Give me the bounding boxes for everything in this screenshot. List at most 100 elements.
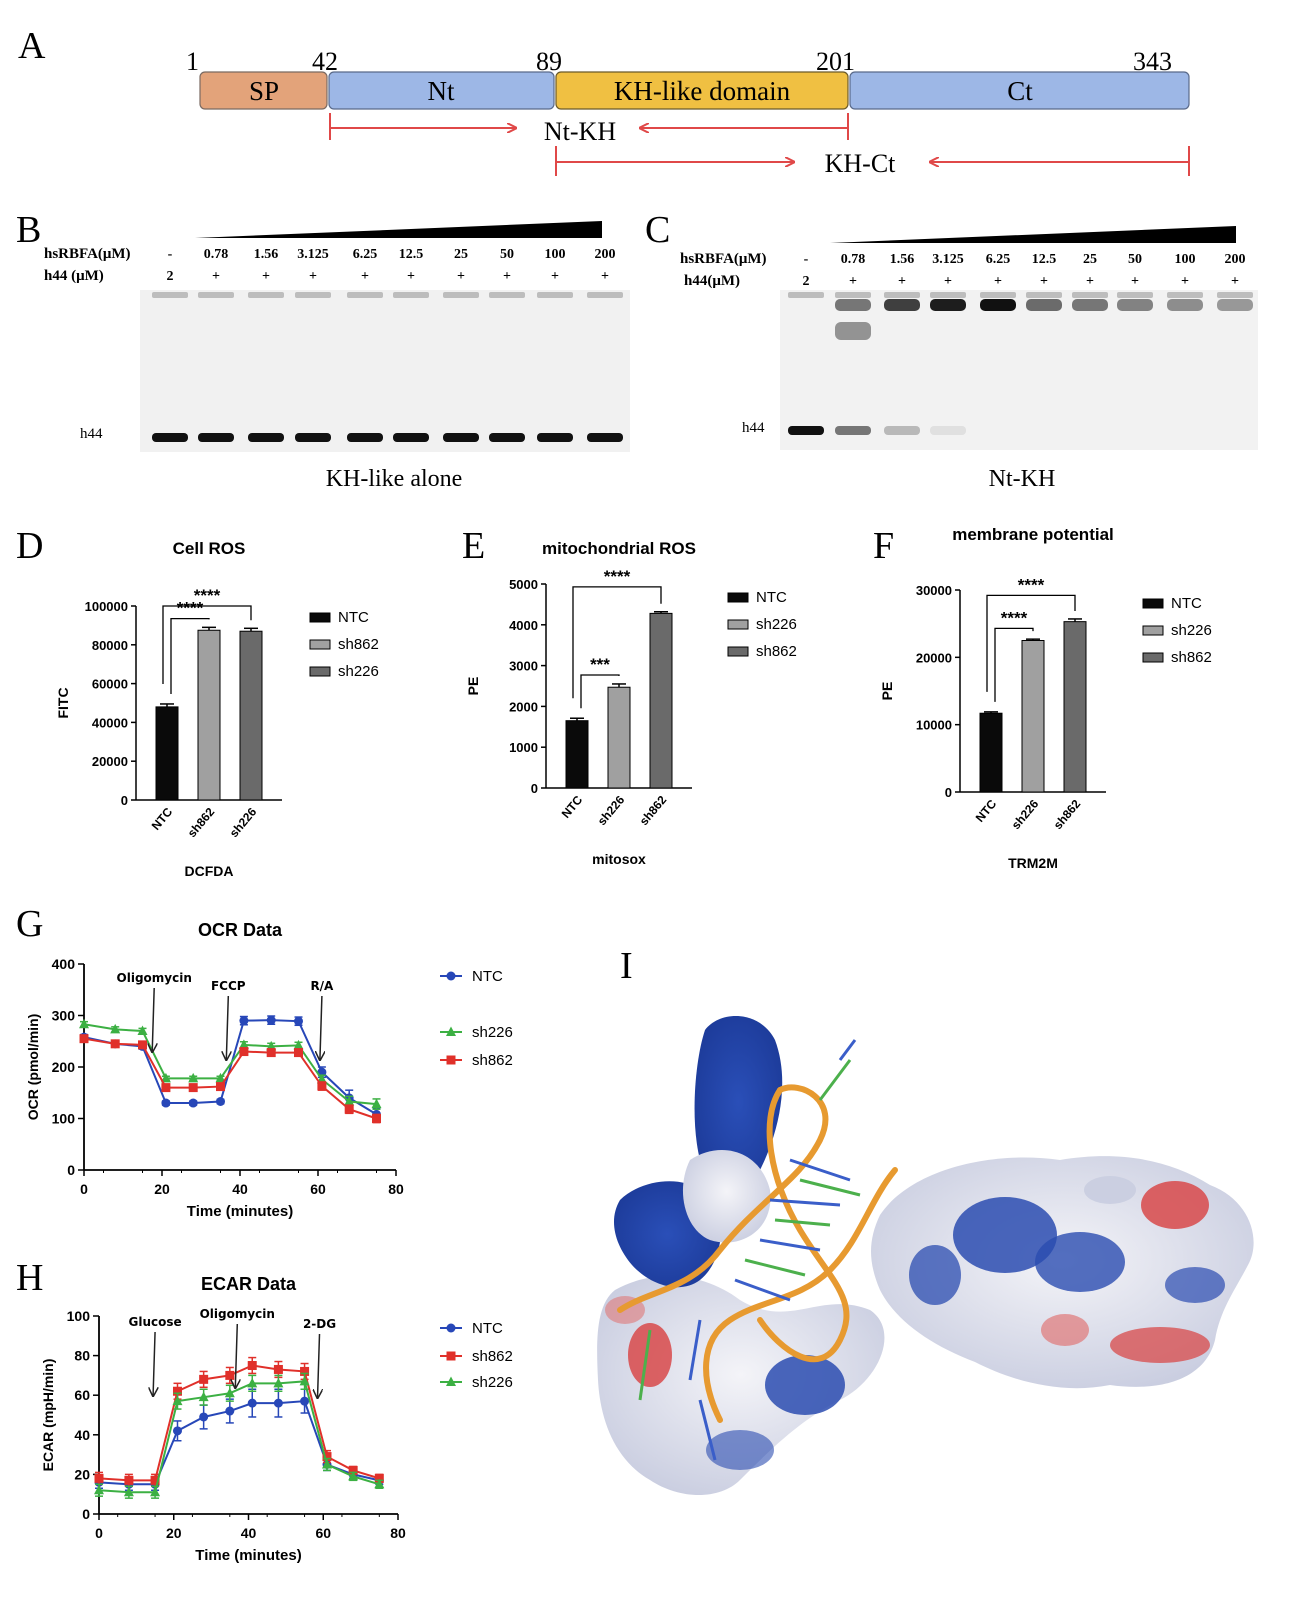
x-tick-label: 40 [232, 1181, 248, 1197]
lane-concentration-label: 12.5 [399, 247, 424, 262]
bar-chart-membrane-potential: membrane potential 0 10000 20000 30000 PE NTC s… [879, 525, 1212, 871]
series-line [98, 1364, 380, 1482]
data-point [247, 1398, 257, 1408]
construct-nt-kh-arrows [329, 113, 849, 140]
data-point [110, 1023, 121, 1034]
panel-b-letter: B [16, 209, 41, 251]
free-rna-band [587, 433, 623, 442]
bar [565, 720, 589, 789]
injection-arrow [318, 1333, 320, 1398]
gel-well [248, 292, 284, 298]
legend-label: NTC [756, 589, 787, 606]
legend-label: NTC [1171, 595, 1202, 612]
domain-ct [849, 71, 1190, 110]
injection-label: Oligomycin [200, 1307, 275, 1321]
legend-swatch [1142, 598, 1164, 609]
gel-c-image [780, 290, 1258, 450]
significance-label: **** [604, 567, 631, 586]
free-rna-band [152, 433, 188, 442]
panel-e-letter: E [462, 525, 485, 567]
x-axis-label: DCFDA [185, 863, 234, 879]
data-point [299, 1375, 310, 1386]
data-point [124, 1475, 134, 1485]
data-point [239, 1016, 249, 1026]
gel-well [1217, 292, 1253, 298]
chart-title: Cell ROS [173, 539, 246, 558]
concentration-wedge-b [195, 221, 602, 238]
chart-title: membrane potential [952, 525, 1114, 544]
gel-b-bands [152, 292, 623, 442]
lane-concentration-label: 12.5 [1032, 252, 1057, 267]
lane-h44-label: + [1231, 274, 1239, 289]
lane-h44-label: 2 [167, 269, 174, 284]
construct-kh-ct-arrows [555, 146, 1190, 176]
data-point [344, 1096, 355, 1106]
domain-kh-like [555, 71, 849, 110]
legend-swatch [1142, 652, 1164, 663]
bar-chart-mitochondrial-ros: mitochondrial ROS 0 1000 2000 3000 4000 5000 PE… [465, 539, 797, 867]
panel-c-letter: C [645, 209, 670, 251]
data-point [273, 1398, 283, 1408]
data-point [348, 1465, 358, 1475]
data-point [161, 1083, 171, 1093]
lane-concentration-label: 25 [1083, 252, 1097, 267]
y-tick-label: 2000 [509, 699, 538, 714]
legend-label: sh862 [756, 643, 797, 660]
data-point [225, 1406, 235, 1416]
lane-h44-label: + [551, 269, 559, 284]
shifted-complex-band [884, 299, 920, 311]
injection-label: 2-DG [303, 1317, 336, 1331]
gel-well [980, 292, 1016, 298]
data-point [300, 1366, 310, 1376]
lane-concentration-label: 50 [1128, 252, 1142, 267]
x-tick-label: sh226 [595, 793, 628, 828]
data-point [344, 1104, 354, 1114]
injection-arrow [153, 1331, 155, 1396]
domain-sp [199, 71, 328, 110]
x-axis-label: TRM2M [1008, 855, 1058, 871]
panel-i-letter: I [620, 945, 633, 987]
data-point [321, 1459, 332, 1469]
y-tick-label: 200 [52, 1059, 76, 1075]
shifted-complex-band [1072, 299, 1108, 311]
y-axis-label: ECAR (mpH/min) [40, 1359, 56, 1472]
data-point [198, 1391, 209, 1402]
lane-h44-label: + [503, 269, 511, 284]
position-label-343: 343 [1133, 47, 1172, 76]
gel-c-bands [788, 292, 1253, 435]
gel-b-caption: KH-like alone [326, 466, 463, 492]
y-tick-label: 5000 [509, 577, 538, 592]
injection-label: Oligomycin [117, 971, 192, 985]
x-axis-label: Time (minutes) [187, 1203, 293, 1220]
significance-bracket [572, 586, 662, 699]
protein-rna-structure-image [597, 1016, 1254, 1495]
x-tick-label: 80 [390, 1525, 406, 1541]
x-tick-label: sh862 [637, 793, 670, 828]
lane-h44-label: + [849, 274, 857, 289]
significance-bracket [170, 617, 210, 694]
series-line [83, 1019, 378, 1116]
position-label-1: 1 [186, 47, 199, 76]
gel-well [1167, 292, 1203, 298]
data-point [172, 1386, 182, 1396]
data-point [215, 1072, 226, 1083]
lane-h44-label: + [898, 274, 906, 289]
gel-well [295, 292, 331, 298]
data-point [110, 1039, 120, 1049]
gel-c-caption: Nt-KH [989, 466, 1056, 492]
panel-h-letter: H [16, 1257, 43, 1299]
series-line [83, 1037, 377, 1120]
data-point [273, 1364, 283, 1374]
line-chart-ocr: OCR Data 0 100 200 300 400 0 20 40 60 80 Time (minu… [25, 920, 513, 1220]
free-rna-band [788, 426, 824, 435]
significance-bracket [580, 674, 620, 709]
lane-h44-label: + [407, 269, 415, 284]
lane-h44-label: + [457, 269, 465, 284]
x-tick-label: sh862 [1051, 797, 1084, 832]
y-tick-label: 0 [531, 781, 538, 796]
legend-label: sh862 [472, 1348, 513, 1365]
line-chart-ecar: ECAR Data 0 20 40 60 80 100 0 20 40 60 80 Time (minu… [40, 1274, 513, 1564]
lane-h44-label: + [361, 269, 369, 284]
lane-concentration-label: 6.25 [353, 247, 378, 262]
y-tick-label: 20000 [916, 650, 952, 665]
